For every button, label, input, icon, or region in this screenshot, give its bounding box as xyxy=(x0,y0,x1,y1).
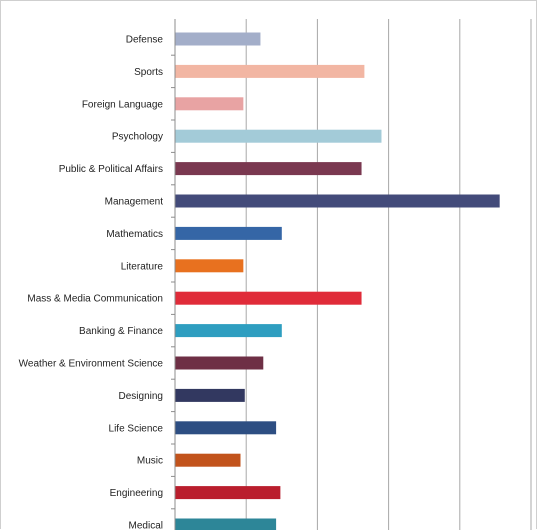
bar[interactable] xyxy=(175,130,381,143)
bar[interactable] xyxy=(175,519,276,530)
bar[interactable] xyxy=(175,357,263,370)
category-tick-label: Literature xyxy=(121,261,164,272)
bar[interactable] xyxy=(175,389,245,402)
category-tick-label: Weather & Environment Science xyxy=(19,359,164,370)
bar[interactable] xyxy=(175,486,280,499)
bar[interactable] xyxy=(175,421,276,434)
category-tick-label: Defense xyxy=(126,35,164,46)
category-tick-label: Sports xyxy=(134,67,163,78)
category-tick-label: Banking & Finance xyxy=(79,326,163,337)
category-tick-label: Mass & Media Communication xyxy=(27,294,163,305)
category-tick-label: Life Science xyxy=(109,423,164,434)
bar[interactable] xyxy=(175,65,364,78)
gridlines xyxy=(246,19,531,530)
bar[interactable] xyxy=(175,162,362,175)
bar[interactable] xyxy=(175,227,282,240)
category-tick-label: Management xyxy=(105,197,164,208)
bar[interactable] xyxy=(175,97,243,110)
category-tick-label: Foreign Language xyxy=(82,99,164,110)
category-tick-label: Public & Political Affairs xyxy=(59,164,163,175)
category-tick-label: Mathematics xyxy=(106,229,163,240)
bar[interactable] xyxy=(175,324,282,337)
bars xyxy=(175,33,500,530)
bar[interactable] xyxy=(175,33,260,46)
bar[interactable] xyxy=(175,454,241,467)
category-tick-label: Designing xyxy=(119,391,163,402)
bar[interactable] xyxy=(175,195,500,208)
bar[interactable] xyxy=(175,292,362,305)
category-tick-label: Music xyxy=(137,456,163,467)
category-tick-label: Engineering xyxy=(110,488,163,499)
category-tick-label: Psychology xyxy=(112,132,163,143)
bar[interactable] xyxy=(175,259,243,272)
category-labels: Defense Sports Foreign Language Psychology P… xyxy=(19,35,175,530)
